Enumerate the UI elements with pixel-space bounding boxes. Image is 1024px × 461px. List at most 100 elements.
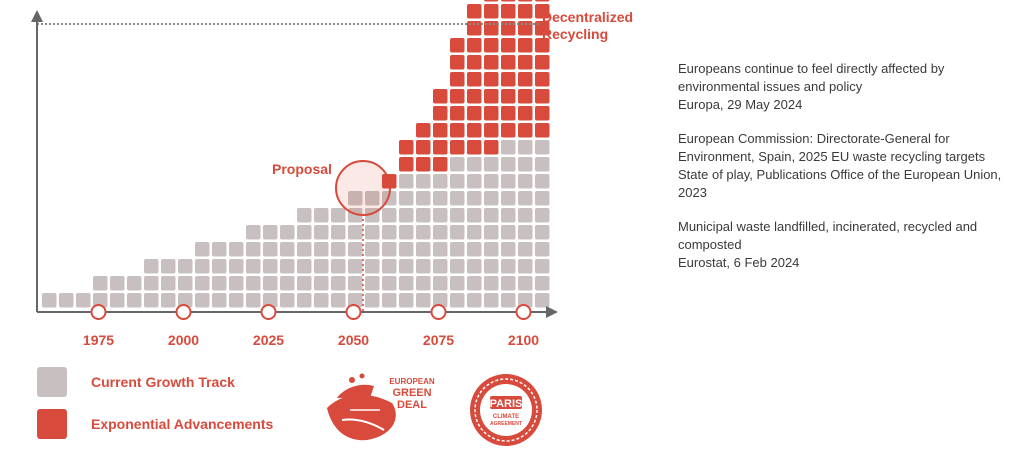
current-square <box>484 208 499 223</box>
exponential-square <box>501 89 516 104</box>
current-square <box>501 140 516 155</box>
exponential-square <box>467 123 482 138</box>
current-square <box>280 259 295 274</box>
x-ticks: 1975 2000 2025 2050 2075 2100 <box>83 304 539 348</box>
current-square <box>501 191 516 206</box>
x-tick-marker <box>515 304 532 320</box>
exponential-square <box>450 55 465 70</box>
exponential-square <box>518 72 533 87</box>
current-square <box>382 293 397 308</box>
current-square <box>280 242 295 257</box>
exponential-square <box>518 106 533 121</box>
current-square <box>144 276 159 291</box>
exponential-square <box>484 123 499 138</box>
current-square <box>331 208 346 223</box>
paris-line1: PARIS <box>490 398 523 410</box>
x-tick-marker <box>430 304 447 320</box>
current-square <box>450 293 465 308</box>
current-square <box>535 225 550 240</box>
current-square <box>212 293 227 308</box>
exponential-square <box>501 21 516 36</box>
bar-grid <box>42 0 550 308</box>
exponential-square <box>433 106 448 121</box>
current-square <box>416 191 431 206</box>
legend-current-label: Current Growth Track <box>91 374 235 390</box>
current-square <box>433 191 448 206</box>
current-square <box>280 225 295 240</box>
exponential-square <box>467 140 482 155</box>
current-square <box>314 242 329 257</box>
current-square <box>433 293 448 308</box>
current-square <box>297 225 312 240</box>
current-square <box>212 259 227 274</box>
exponential-square <box>501 55 516 70</box>
source-item: European Commission: Directorate-General… <box>678 130 1018 202</box>
current-square <box>433 225 448 240</box>
current-square <box>501 259 516 274</box>
x-tick-label: 2050 <box>338 332 369 348</box>
current-square <box>416 242 431 257</box>
current-square <box>450 259 465 274</box>
exponential-square <box>450 123 465 138</box>
legend-exponential-label: Exponential Advancements <box>91 416 274 432</box>
current-square <box>433 208 448 223</box>
x-tick-marker <box>260 304 277 320</box>
current-square <box>535 157 550 172</box>
current-square <box>93 276 108 291</box>
current-square <box>484 174 499 189</box>
exponential-square <box>518 0 533 2</box>
current-square <box>297 293 312 308</box>
current-square <box>195 276 210 291</box>
current-square <box>348 276 363 291</box>
european-green-deal-logo: EUROPEAN GREEN DEAL <box>327 373 435 441</box>
current-square <box>314 208 329 223</box>
current-square <box>433 259 448 274</box>
exponential-square <box>484 72 499 87</box>
current-square <box>501 225 516 240</box>
exponential-square <box>501 72 516 87</box>
current-square <box>433 242 448 257</box>
current-square <box>195 293 210 308</box>
exponential-square <box>484 55 499 70</box>
exponential-square <box>467 38 482 53</box>
current-square <box>280 276 295 291</box>
current-square <box>178 276 193 291</box>
current-square <box>535 140 550 155</box>
current-square <box>399 259 414 274</box>
current-square <box>501 208 516 223</box>
x-tick-label: 2075 <box>423 332 454 348</box>
current-square <box>518 242 533 257</box>
current-square <box>348 191 363 206</box>
current-square <box>535 276 550 291</box>
current-square <box>399 242 414 257</box>
current-square <box>93 293 108 308</box>
current-square <box>467 208 482 223</box>
exponential-square <box>467 55 482 70</box>
exponential-square <box>535 106 550 121</box>
source-title: European Commission: Directorate-General… <box>678 131 1002 200</box>
current-square <box>212 276 227 291</box>
current-square <box>518 259 533 274</box>
current-square <box>348 242 363 257</box>
exponential-square <box>484 4 499 19</box>
current-square <box>365 259 380 274</box>
exponential-square <box>518 38 533 53</box>
current-square <box>314 276 329 291</box>
proposal-circle <box>335 160 391 216</box>
current-square <box>263 276 278 291</box>
current-square <box>178 293 193 308</box>
current-square <box>518 140 533 155</box>
exponential-square <box>535 0 550 2</box>
current-square <box>399 191 414 206</box>
exponential-square <box>399 157 414 172</box>
current-square <box>144 293 159 308</box>
source-item: Europeans continue to feel directly affe… <box>678 60 1018 114</box>
current-square <box>416 208 431 223</box>
current-square <box>348 259 363 274</box>
current-square <box>331 293 346 308</box>
x-tick-label: 2025 <box>253 332 284 348</box>
exponential-square <box>501 38 516 53</box>
current-square <box>518 191 533 206</box>
current-square <box>484 242 499 257</box>
source-title: Europeans continue to feel directly affe… <box>678 61 945 94</box>
